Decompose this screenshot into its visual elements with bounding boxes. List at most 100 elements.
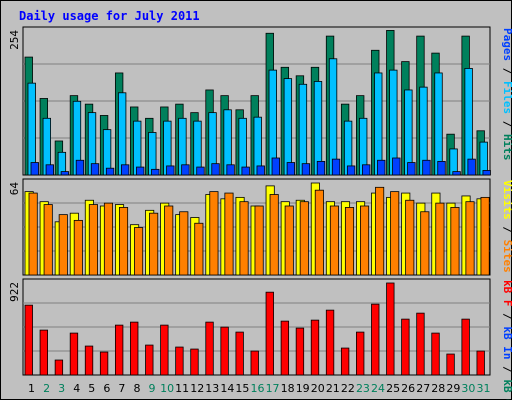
bar-kb-f-23: [356, 331, 365, 376]
bar-sites-24: [375, 186, 385, 276]
bar-pages-1: [30, 162, 39, 176]
legend-hits: Hits: [501, 134, 512, 161]
x-tick-label-19: 19: [296, 382, 310, 395]
bar-files-9: [148, 132, 157, 176]
bar-kb-f-7: [114, 324, 124, 376]
bar-files-1: [27, 82, 36, 176]
bar-files-29: [449, 148, 458, 176]
x-tick-label-24: 24: [371, 382, 385, 395]
bar-sites-20: [314, 189, 324, 276]
bar-sites-5: [88, 204, 98, 276]
legend-separator: /: [501, 220, 512, 240]
bar-sites-31: [480, 196, 490, 276]
bar-files-21: [328, 58, 338, 176]
bar-pages-25: [392, 157, 401, 176]
bar-sites-28: [435, 202, 445, 276]
bar-kb-f-30: [461, 318, 470, 376]
bar-kb-f-31: [476, 350, 485, 376]
x-tick-label-28: 28: [431, 382, 445, 395]
bar-kb-f-20: [310, 319, 320, 376]
bar-pages-14: [226, 164, 235, 176]
x-tick-label-21: 21: [326, 382, 340, 395]
x-tick-label-18: 18: [281, 382, 295, 395]
bar-pages-6: [105, 167, 115, 176]
bar-pages-31: [482, 170, 491, 176]
legend-kb-in: kB In: [501, 326, 512, 359]
bar-pages-20: [316, 160, 326, 176]
bar-sites-27: [420, 211, 430, 276]
bar-pages-13: [211, 163, 220, 176]
x-tick-label-8: 8: [133, 382, 140, 395]
legend-files: Files: [501, 81, 512, 114]
bar-pages-4: [75, 159, 85, 176]
bar-kb-f-22: [340, 347, 350, 376]
bar-kb-f-26: [401, 318, 410, 376]
bar-pages-2: [45, 164, 54, 176]
bar-kb-f-2: [39, 329, 48, 376]
bar-sites-14: [224, 192, 234, 276]
bar-sites-9: [149, 212, 159, 276]
bar-sites-30: [465, 201, 475, 276]
bar-sites-16: [254, 205, 264, 276]
panel-visits-sites: 64 Visits / Sites: [8, 178, 512, 276]
bar-files-28: [434, 72, 443, 176]
bar-files-20: [313, 81, 323, 176]
x-tick-label-25: 25: [386, 382, 400, 395]
bar-kb-f-19: [295, 327, 305, 376]
bar-pages-26: [407, 162, 416, 176]
x-tick-label-2: 2: [43, 382, 50, 395]
bar-sites-19: [299, 201, 309, 276]
y-max-label: 64: [8, 182, 21, 196]
bar-kb-f-21: [325, 309, 335, 376]
x-tick-label-7: 7: [118, 382, 125, 395]
x-tick-label-6: 6: [103, 382, 110, 395]
bar-sites-22: [344, 207, 355, 276]
panel-hits-files-pages: 254 Pages / Files / Hits: [8, 26, 512, 176]
bar-sites-12: [194, 222, 204, 276]
bar-kb-f-13: [205, 321, 214, 376]
bar-pages-28: [437, 160, 446, 176]
legend-visits: Visits: [501, 180, 512, 220]
legend-kb-out: kB Out: [501, 379, 512, 400]
bar-files-18: [283, 78, 293, 176]
bar-sites-11: [179, 211, 189, 276]
bar-kb-f-6: [99, 351, 109, 376]
bar-sites-13: [209, 191, 219, 276]
x-tick-label-5: 5: [88, 382, 95, 395]
bar-files-19: [298, 83, 308, 176]
x-tick-label-22: 22: [341, 382, 355, 395]
bar-sites-8: [134, 227, 144, 276]
bar-sites-17: [269, 194, 279, 276]
bar-sites-29: [450, 207, 460, 276]
bar-sites-6: [103, 202, 114, 276]
x-tick-label-31: 31: [476, 382, 490, 395]
bar-pages-27: [422, 159, 431, 176]
bar-pages-3: [60, 171, 70, 176]
x-tick-label-12: 12: [190, 382, 204, 395]
bar-kb-f-25: [386, 282, 395, 376]
bar-pages-30: [467, 158, 476, 176]
bar-files-15: [238, 117, 247, 176]
legend-separator: /: [501, 114, 512, 134]
bar-pages-5: [90, 163, 100, 176]
x-tick-label-29: 29: [446, 382, 460, 395]
bar-pages-24: [377, 159, 386, 176]
legend-visits-sites: Visits / Sites: [501, 180, 512, 273]
bar-kb-f-9: [145, 344, 154, 376]
bar-kb-f-14: [220, 326, 229, 376]
bar-kb-f-28: [431, 332, 440, 376]
bar-kb-f-5: [84, 345, 94, 376]
bar-sites-2: [43, 204, 53, 276]
x-tick-label-23: 23: [356, 382, 370, 395]
legend-kb-f: kB F: [501, 280, 512, 307]
bar-sites-25: [390, 191, 400, 276]
y-max-label: 922: [8, 282, 21, 302]
bar-sites-23: [360, 205, 370, 276]
bar-sites-1: [28, 192, 38, 276]
legend-sites: Sites: [501, 240, 512, 273]
bar-files-7: [117, 92, 127, 176]
bar-pages-9: [151, 168, 160, 176]
bar-kb-f-24: [371, 303, 380, 376]
bar-kb-f-1: [24, 304, 33, 376]
